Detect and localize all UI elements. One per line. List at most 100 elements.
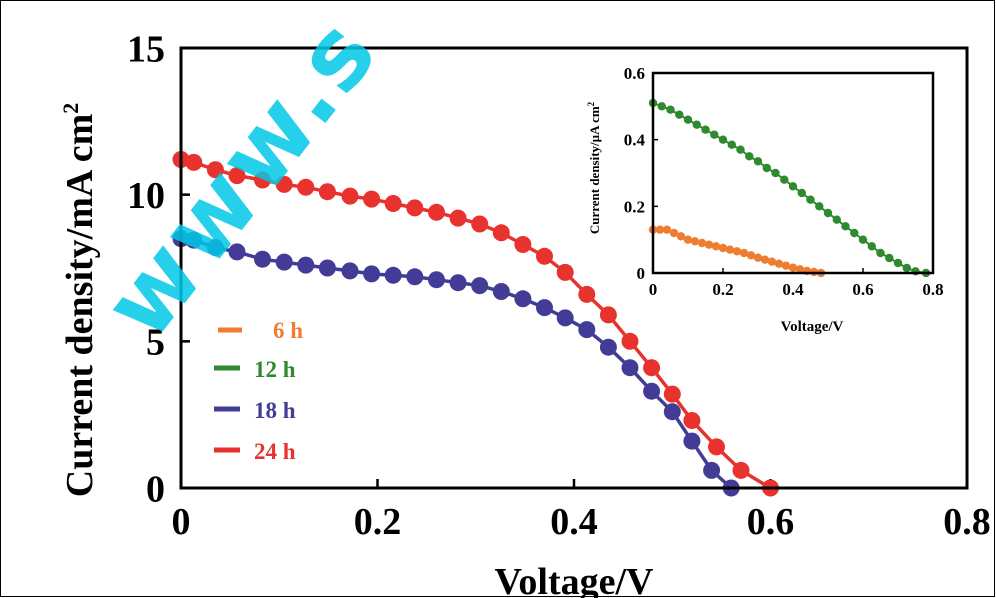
main-point-24h-14 (471, 215, 489, 233)
inset-point-12h-26 (876, 248, 885, 258)
main-point-24h-6 (297, 178, 315, 196)
main-point-18h-20 (599, 338, 617, 356)
inset-plot-frame (651, 71, 935, 275)
main-y-axis-label: Current density/mA cm2 (58, 103, 101, 498)
main-point-18h-22 (643, 382, 661, 400)
inset-point-12h-17 (797, 188, 806, 198)
inset-point-12h-24 (858, 235, 868, 244)
inset-point-12h-4 (683, 115, 693, 124)
inset-point-6h-13 (739, 248, 749, 258)
main-point-24h-22 (643, 359, 661, 377)
main-point-24h-12 (428, 203, 445, 221)
main-point-24h-20 (599, 306, 617, 324)
inset-point-12h-27 (885, 253, 894, 263)
inset-point-6h-2 (662, 225, 672, 234)
inset-y-tick-label-04: 0.4 (624, 131, 646, 150)
main-point-18h-8 (341, 262, 359, 280)
inset-point-6h-12 (732, 247, 742, 256)
inset-point-6h-4 (676, 232, 686, 241)
main-point-24h-21 (621, 332, 639, 350)
main-point-24h-23 (663, 385, 681, 403)
main-point-24h-9 (363, 190, 381, 208)
inset-point-12h-2 (666, 105, 675, 114)
legend-label-6h: 6 h (273, 318, 303, 343)
main-point-18h-25 (703, 461, 721, 479)
main-series-line-24h (180, 157, 772, 490)
main-point-18h-23 (663, 403, 681, 421)
inset-y-tick-label-02: 0.2 (624, 197, 645, 216)
main-point-18h-21 (621, 359, 639, 377)
inset-point-6h-17 (767, 257, 777, 266)
inset-point-12h-13 (762, 163, 771, 173)
main-plot-frame (179, 46, 969, 490)
main-point-24h-19 (578, 285, 596, 303)
main-point-18h-5 (275, 253, 293, 271)
legend-item-12h: 12 h (214, 357, 296, 382)
main-y-axis-label-text: Current density/mA cm (59, 114, 101, 498)
inset-x-tick-label-02: 0.2 (712, 280, 733, 299)
main-point-24h-16 (514, 236, 532, 253)
main-x-tick-label-04: 0.4 (550, 501, 598, 543)
main-point-24h-17 (536, 247, 553, 265)
main-point-24h-25 (708, 438, 725, 456)
main-tick-labels: 0 0.2 0.4 0.6 0.8 0 5 10 15 (127, 28, 991, 543)
inset-point-6h-3 (669, 228, 679, 238)
main-point-24h-26 (732, 461, 750, 479)
main-y-tick-label-0: 0 (146, 468, 165, 510)
main-point-18h-18 (556, 309, 574, 327)
inset-point-12h-3 (675, 110, 684, 119)
inset-y-axis-label: Current density/µA cm2 (586, 101, 602, 234)
legend-label-18h: 18 h (254, 398, 296, 423)
main-point-24h-5 (275, 175, 293, 193)
inset-point-12h-1 (657, 102, 666, 111)
main-x-tick-label-02: 0.2 (354, 501, 402, 543)
inset-point-12h-21 (832, 215, 841, 224)
inset-point-6h-5 (683, 235, 693, 244)
inset-point-6h-1 (655, 225, 665, 234)
main-point-24h-24 (683, 412, 701, 429)
main-point-18h-9 (363, 265, 381, 283)
inset-x-tick-label-0: 0 (649, 280, 658, 299)
inset-point-12h-9 (727, 140, 736, 149)
inset-point-12h-8 (718, 135, 728, 144)
inset-point-6h-11 (725, 245, 735, 254)
main-point-24h-8 (341, 187, 359, 205)
inset-point-6h-15 (753, 253, 763, 262)
inset-point-6h-8 (704, 240, 714, 249)
inset-point-12h-25 (867, 242, 876, 251)
main-point-24h-2 (206, 161, 224, 179)
main-x-tick-label-0: 0 (172, 501, 191, 543)
main-point-18h-16 (514, 290, 532, 308)
inset-point-6h-20 (788, 263, 798, 272)
legend: 6 h 12 h 18 h 24 h (214, 318, 303, 464)
main-plot: 0 0.2 0.4 0.6 0.8 0 5 10 15 Voltage/V Current de… (58, 28, 991, 598)
inset-point-12h-14 (771, 168, 780, 178)
main-point-18h-4 (254, 250, 271, 268)
main-x-axis-label: Voltage/V (494, 561, 654, 598)
inset-point-6h-21 (795, 265, 805, 274)
inset-point-6h-10 (718, 243, 728, 253)
inset-point-12h-10 (736, 145, 745, 154)
inset-series (648, 98, 931, 278)
main-y-tick-label-10: 10 (127, 175, 165, 217)
main-point-18h-10 (384, 266, 402, 284)
main-point-24h-4 (254, 171, 271, 189)
inset-point-12h-28 (893, 258, 903, 268)
main-point-18h-7 (318, 259, 336, 277)
inset-x-tick-label-06: 0.6 (852, 280, 873, 299)
inset-point-12h-16 (788, 182, 798, 191)
inset-point-12h-5 (692, 120, 701, 129)
legend-label-12h: 12 h (254, 357, 296, 382)
inset-x-axis-label: Voltage/V (781, 319, 844, 335)
legend-item-6h: 6 h (218, 318, 303, 343)
main-point-18h-17 (536, 299, 553, 317)
inset-point-6h-7 (697, 238, 707, 248)
main-point-24h-15 (492, 224, 510, 242)
inset-x-tick-label-08: 0.8 (922, 280, 943, 299)
inset-point-12h-7 (710, 130, 719, 139)
main-point-18h-19 (578, 321, 596, 339)
main-point-18h-13 (449, 274, 467, 292)
main-point-18h-1 (185, 231, 203, 249)
inset-point-12h-12 (753, 157, 763, 166)
